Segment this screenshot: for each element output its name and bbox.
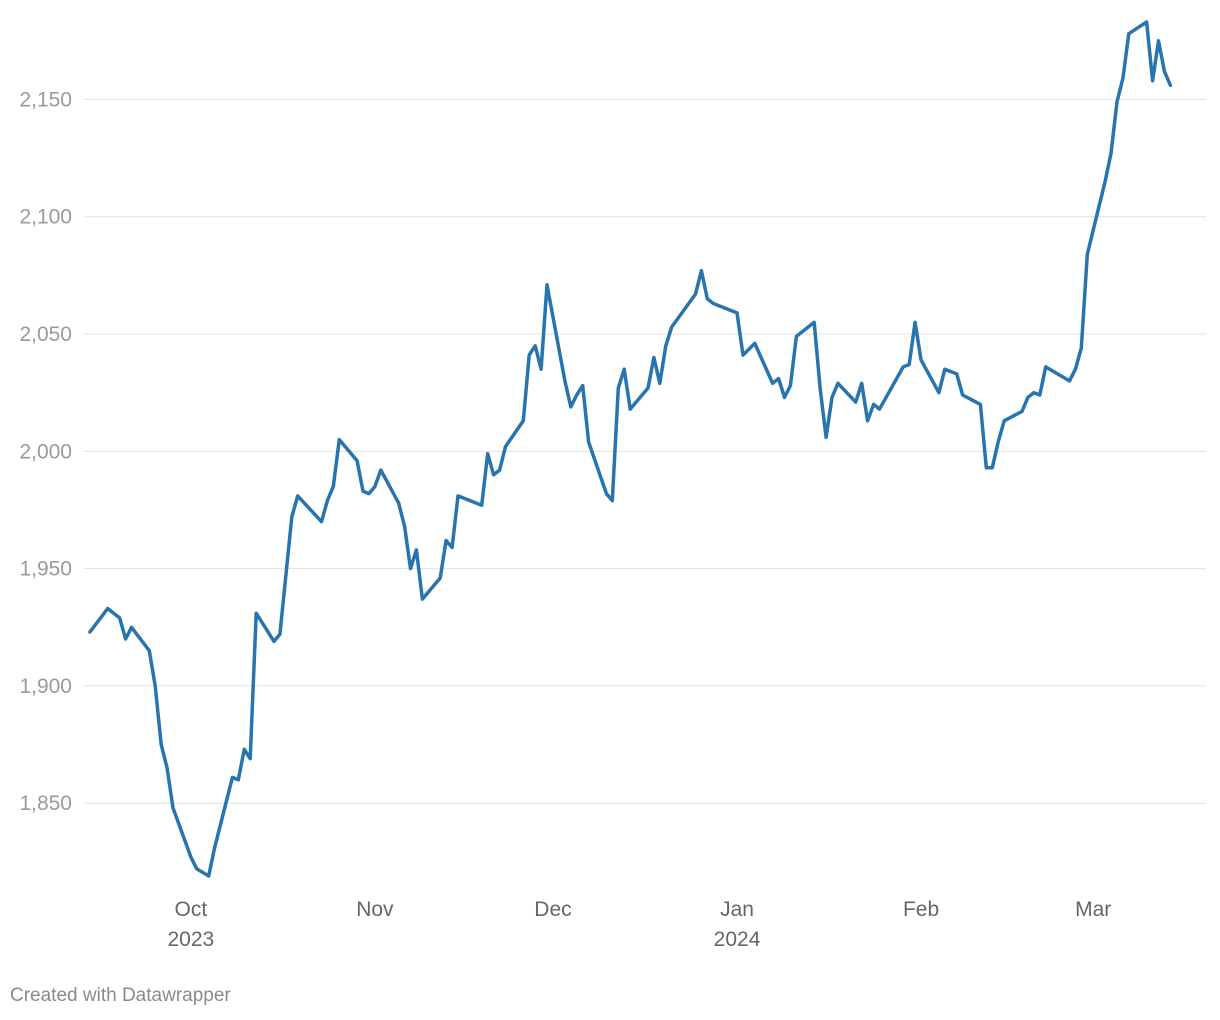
y-tick-label: 2,050 bbox=[19, 323, 72, 346]
x-axis-labels: Oct 2023 Nov Dec Jan 2024 Feb Mar bbox=[167, 898, 1111, 951]
y-tick-label: 2,150 bbox=[19, 88, 72, 111]
x-tick-label: Oct bbox=[175, 898, 208, 921]
y-tick-label: 2,100 bbox=[19, 206, 72, 229]
y-tick-label: 2,000 bbox=[19, 440, 72, 463]
y-axis-labels: 1,850 1,900 1,950 2,000 2,050 2,100 2,150 bbox=[19, 88, 72, 815]
x-tick-year-label: 2024 bbox=[714, 928, 761, 951]
gridlines bbox=[84, 98, 1206, 804]
x-tick-label: Feb bbox=[903, 898, 939, 921]
x-tick-label: Nov bbox=[356, 898, 394, 921]
series-line bbox=[88, 20, 1173, 878]
x-tick-label: Dec bbox=[534, 898, 571, 921]
y-tick-label: 1,900 bbox=[19, 675, 72, 698]
x-tick-label: Jan bbox=[720, 898, 754, 921]
y-tick-label: 1,950 bbox=[19, 558, 72, 581]
x-tick-year-label: 2023 bbox=[167, 928, 214, 951]
y-tick-label: 1,850 bbox=[19, 792, 72, 815]
footer-credit: Created with Datawrapper bbox=[10, 985, 231, 1006]
x-tick-label: Mar bbox=[1075, 898, 1111, 921]
series-layer bbox=[88, 20, 1173, 878]
